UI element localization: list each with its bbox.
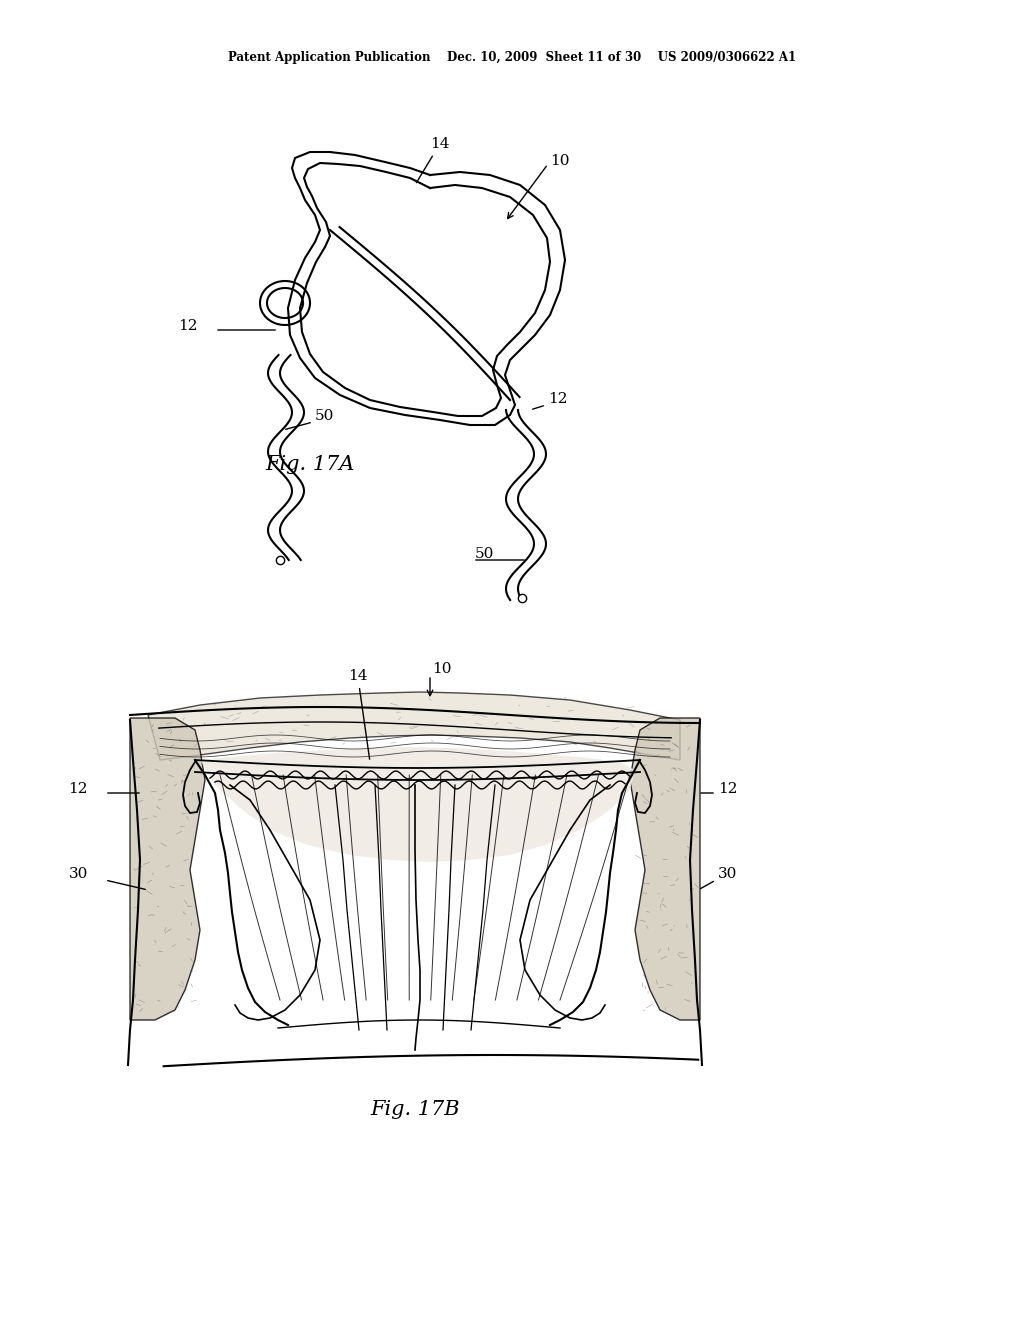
Polygon shape bbox=[630, 718, 700, 1020]
Text: 14: 14 bbox=[348, 669, 370, 759]
Text: 14: 14 bbox=[417, 137, 450, 182]
Text: 12: 12 bbox=[718, 781, 737, 796]
Text: Patent Application Publication    Dec. 10, 2009  Sheet 11 of 30    US 2009/03066: Patent Application Publication Dec. 10, … bbox=[228, 51, 796, 65]
Text: Fig. 17B: Fig. 17B bbox=[371, 1100, 460, 1119]
Text: 12: 12 bbox=[69, 781, 88, 796]
Text: 12: 12 bbox=[178, 319, 198, 333]
Polygon shape bbox=[200, 747, 635, 862]
Text: 50: 50 bbox=[315, 409, 335, 422]
Text: 30: 30 bbox=[69, 867, 88, 880]
Text: 10: 10 bbox=[550, 154, 569, 168]
Text: 30: 30 bbox=[718, 867, 737, 880]
Polygon shape bbox=[130, 718, 205, 1020]
Text: 12: 12 bbox=[548, 392, 567, 407]
Polygon shape bbox=[148, 692, 680, 760]
Text: 50: 50 bbox=[475, 546, 495, 561]
Text: 10: 10 bbox=[432, 663, 452, 676]
Text: Fig. 17A: Fig. 17A bbox=[265, 455, 354, 474]
